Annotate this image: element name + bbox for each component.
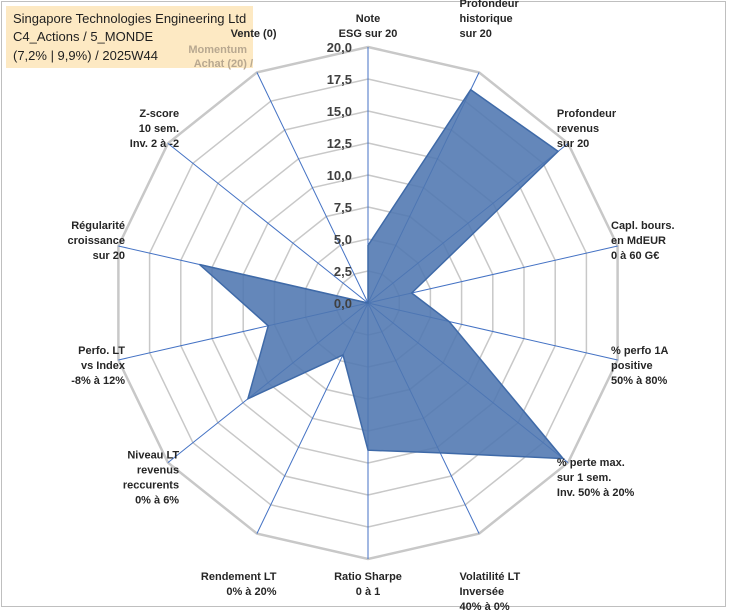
axis-label: Niveau LT revenus reccurents 0% à 6% <box>123 450 180 507</box>
chart-title-period: (7,2% | 9,9%) / 2025W44 <box>13 48 159 63</box>
axis-label: Perfo. LT vs Index -8% à 12% <box>71 345 126 387</box>
radar-axis-labels: Note ESG sur 20 Profondeur historique sur 20… <box>68 0 675 610</box>
axis-spoke <box>167 143 369 304</box>
radar-area <box>199 88 565 460</box>
tick-label: 15,0 <box>327 104 352 119</box>
axis-label: Profondeur revenus sur 20 <box>557 108 617 150</box>
radar-tick-labels: 0,0 2,5 5,0 7,5 10,0 12,5 15,0 17,5 20,0 <box>327 40 352 311</box>
title-box <box>6 6 253 68</box>
axis-label: Note ESG sur 20 <box>339 13 398 40</box>
momentum-label-line2: Achat (20) / <box>193 58 253 70</box>
axis-label: Vente (0) <box>231 28 277 40</box>
tick-label: 10,0 <box>327 168 352 183</box>
chart-title-company: Singapore Technologies Engineering Ltd <box>13 11 247 26</box>
tick-label: 0,0 <box>334 296 352 311</box>
axis-label: Ratio Sharpe 0 à 1 <box>334 571 402 598</box>
momentum-label-line1: Momentum <box>188 44 247 56</box>
axis-label: % perte max. sur 1 sem. Inv. 50% à 20% <box>557 457 635 499</box>
tick-label: 2,5 <box>334 264 352 279</box>
tick-label: 7,5 <box>334 200 352 215</box>
tick-label: 12,5 <box>327 136 352 151</box>
tick-label: 17,5 <box>327 72 352 87</box>
axis-spoke <box>256 72 369 304</box>
tick-label: 20,0 <box>327 40 352 55</box>
axis-label: Régularité croissance sur 20 <box>68 220 125 262</box>
axis-label: Volatilité LT Inversée 40% à 0% <box>460 571 521 610</box>
axis-label: Z-score 10 sem. Inv. 2 à -2 <box>130 108 179 150</box>
data-series-area <box>199 88 565 460</box>
chart-title-category: C4_Actions / 5_MONDE <box>13 29 154 44</box>
axis-label: % perfo 1A positive 50% à 80% <box>611 345 669 387</box>
axis-label: Capl. bours. en MdEUR 0 à 60 G€ <box>611 220 675 262</box>
axis-label: Rendement LT 0% à 20% <box>201 571 277 598</box>
axis-label: Profondeur historique sur 20 <box>460 0 520 40</box>
tick-label: 5,0 <box>334 232 352 247</box>
